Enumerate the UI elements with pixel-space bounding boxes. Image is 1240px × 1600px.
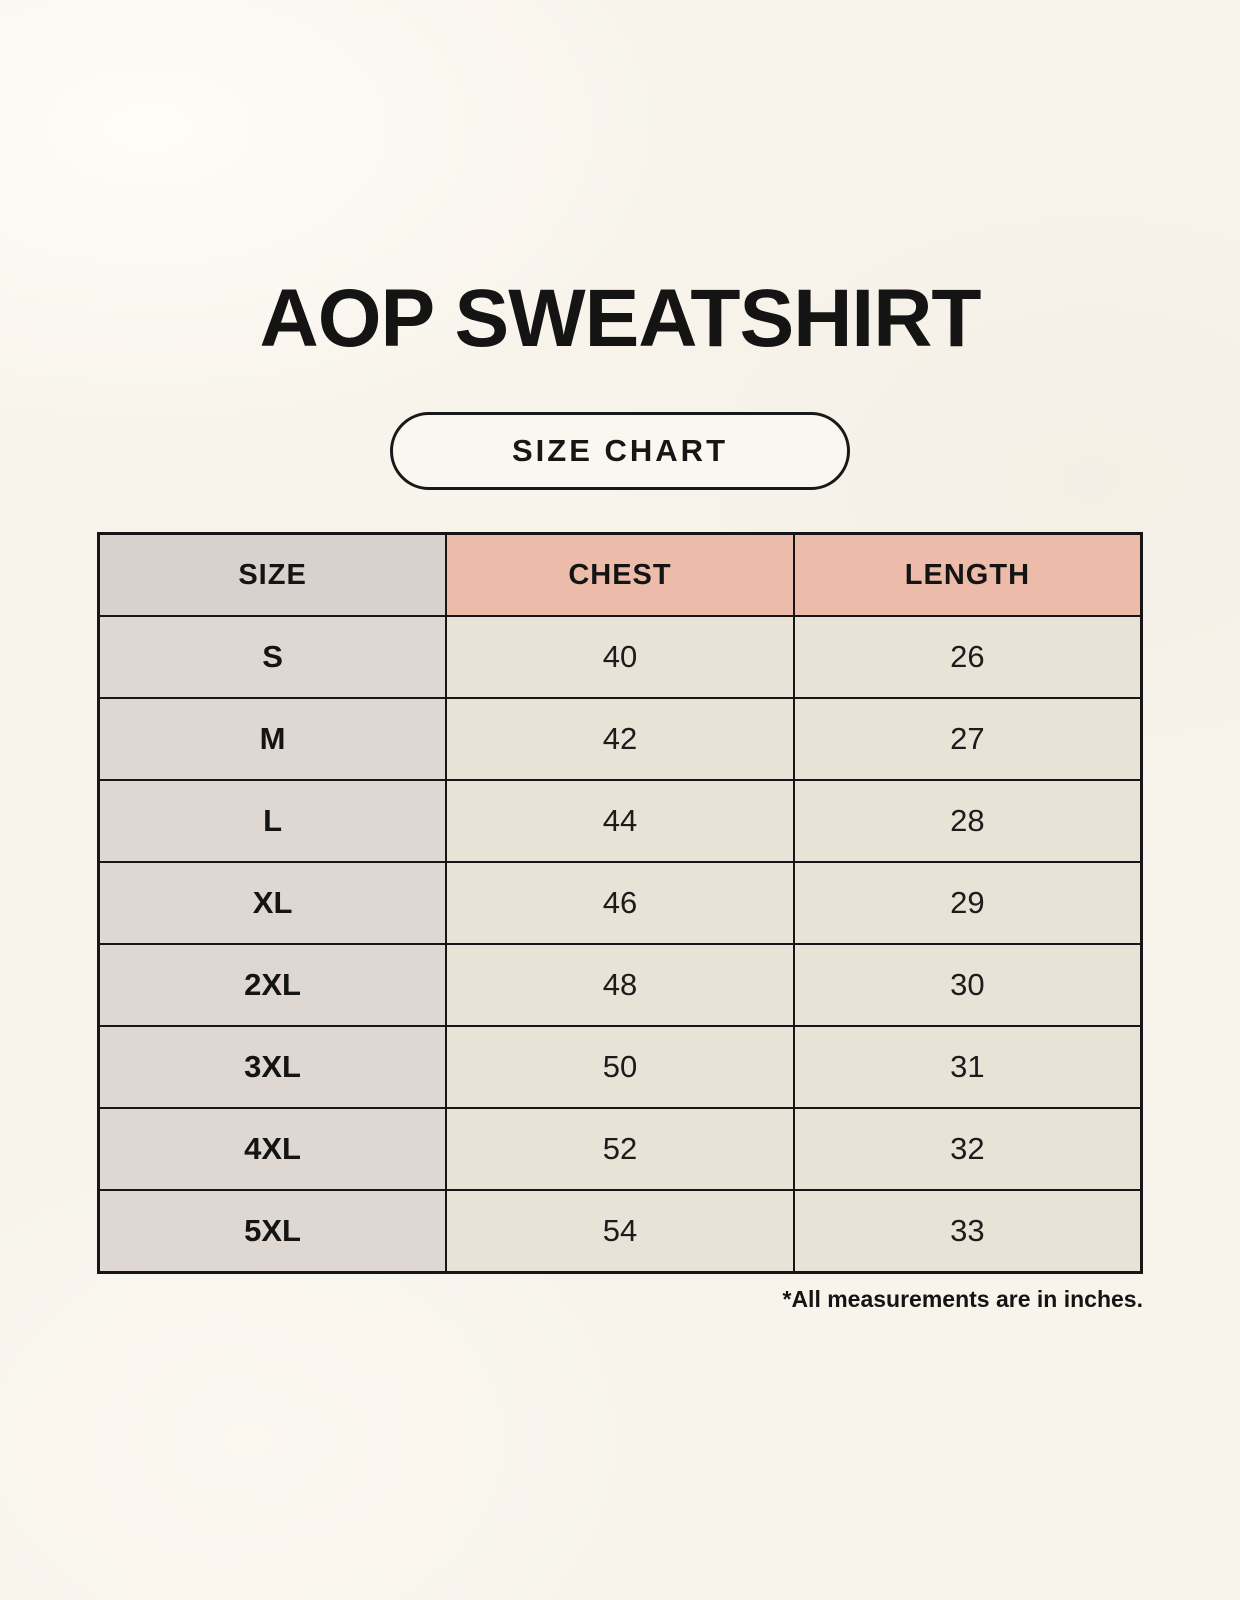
table-row: M 42 27 xyxy=(97,697,1143,782)
length-cell: 31 xyxy=(792,1025,1143,1110)
table-row: XL 46 29 xyxy=(97,861,1143,946)
table-row: 4XL 52 32 xyxy=(97,1107,1143,1192)
chest-cell: 48 xyxy=(445,943,795,1028)
size-cell: XL xyxy=(97,861,448,946)
length-cell: 30 xyxy=(792,943,1143,1028)
size-cell: L xyxy=(97,779,448,864)
column-header-length: LENGTH xyxy=(792,532,1143,618)
size-chart-badge-label: SIZE CHART xyxy=(512,433,728,469)
chest-cell: 44 xyxy=(445,779,795,864)
chest-cell: 42 xyxy=(445,697,795,782)
chest-cell: 54 xyxy=(445,1189,795,1274)
length-cell: 32 xyxy=(792,1107,1143,1192)
size-table-body: S 40 26 M 42 27 L 44 28 XL 46 29 2XL 48 xyxy=(97,615,1143,1274)
size-cell: M xyxy=(97,697,448,782)
size-cell: 4XL xyxy=(97,1107,448,1192)
chest-cell: 46 xyxy=(445,861,795,946)
size-chart-badge: SIZE CHART xyxy=(390,412,850,491)
chest-cell: 50 xyxy=(445,1025,795,1110)
table-row: 2XL 48 30 xyxy=(97,943,1143,1028)
column-header-size: SIZE xyxy=(97,532,448,618)
size-table-header: SIZE CHEST LENGTH xyxy=(97,532,1143,618)
table-row: 3XL 50 31 xyxy=(97,1025,1143,1110)
page-title: AOP SWEATSHIRT xyxy=(259,273,982,364)
measurements-footnote: *All measurements are in inches. xyxy=(782,1286,1144,1313)
column-header-chest: CHEST xyxy=(445,532,795,618)
chest-cell: 40 xyxy=(445,615,795,700)
header-row: SIZE CHEST LENGTH xyxy=(97,532,1143,618)
length-cell: 29 xyxy=(792,861,1143,946)
length-cell: 33 xyxy=(792,1189,1143,1274)
size-cell: 3XL xyxy=(97,1025,448,1110)
length-cell: 26 xyxy=(792,615,1143,700)
length-cell: 27 xyxy=(792,697,1143,782)
size-cell: 2XL xyxy=(97,943,448,1028)
size-cell: 5XL xyxy=(97,1189,448,1274)
chest-cell: 52 xyxy=(445,1107,795,1192)
table-row: L 44 28 xyxy=(97,779,1143,864)
length-cell: 28 xyxy=(792,779,1143,864)
table-row: S 40 26 xyxy=(97,615,1143,700)
size-cell: S xyxy=(97,615,448,700)
size-table: SIZE CHEST LENGTH S 40 26 M 42 27 L 44 2… xyxy=(97,532,1143,1275)
table-row: 5XL 54 33 xyxy=(97,1189,1143,1274)
